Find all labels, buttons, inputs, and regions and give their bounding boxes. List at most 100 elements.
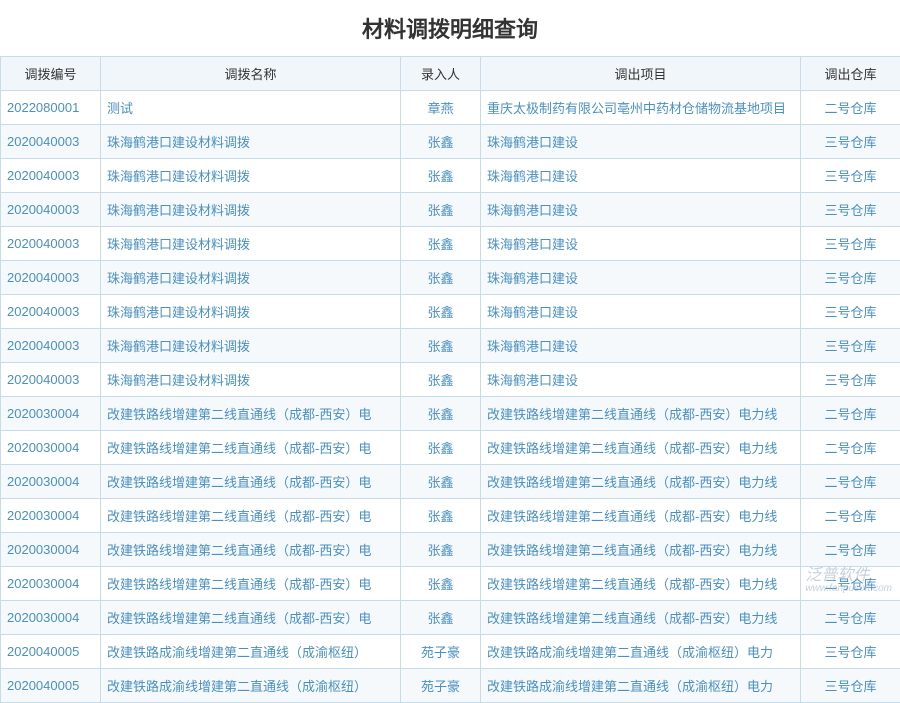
- cell-person[interactable]: 张鑫: [401, 363, 481, 397]
- table-row[interactable]: 2020040005改建铁路成渝线增建第二直通线（成渝枢纽）苑子豪改建铁路成渝线…: [1, 635, 900, 669]
- cell-id[interactable]: 2020040003: [1, 329, 101, 363]
- cell-id[interactable]: 2020040003: [1, 227, 101, 261]
- cell-project[interactable]: 改建铁路线增建第二线直通线（成都-西安）电力线: [481, 431, 801, 465]
- cell-project[interactable]: 珠海鹤港口建设: [481, 329, 801, 363]
- cell-name[interactable]: 珠海鹤港口建设材料调拨: [101, 363, 401, 397]
- cell-project[interactable]: 珠海鹤港口建设: [481, 295, 801, 329]
- column-header-name[interactable]: 调拨名称: [101, 57, 401, 91]
- cell-project[interactable]: 珠海鹤港口建设: [481, 363, 801, 397]
- cell-person[interactable]: 张鑫: [401, 159, 481, 193]
- table-row[interactable]: 2020030004改建铁路线增建第二线直通线（成都-西安）电张鑫改建铁路线增建…: [1, 533, 900, 567]
- cell-warehouse[interactable]: 二号仓库: [801, 601, 900, 635]
- cell-project[interactable]: 珠海鹤港口建设: [481, 159, 801, 193]
- table-row[interactable]: 2020030004改建铁路线增建第二线直通线（成都-西安）电张鑫改建铁路线增建…: [1, 499, 900, 533]
- cell-person[interactable]: 苑子豪: [401, 669, 481, 703]
- table-row[interactable]: 2022080001测试章燕重庆太极制药有限公司亳州中药材仓储物流基地项目二号仓…: [1, 91, 900, 125]
- cell-project[interactable]: 珠海鹤港口建设: [481, 193, 801, 227]
- cell-warehouse[interactable]: 三号仓库: [801, 363, 900, 397]
- cell-id[interactable]: 2020040003: [1, 363, 101, 397]
- cell-name[interactable]: 改建铁路成渝线增建第二直通线（成渝枢纽）: [101, 635, 401, 669]
- table-row[interactable]: 2020040003珠海鹤港口建设材料调拨张鑫珠海鹤港口建设三号仓库: [1, 159, 900, 193]
- cell-name[interactable]: 改建铁路线增建第二线直通线（成都-西安）电: [101, 499, 401, 533]
- cell-id[interactable]: 2020030004: [1, 431, 101, 465]
- cell-name[interactable]: 改建铁路成渝线增建第二直通线（成渝枢纽）: [101, 669, 401, 703]
- column-header-id[interactable]: 调拨编号: [1, 57, 101, 91]
- cell-project[interactable]: 珠海鹤港口建设: [481, 261, 801, 295]
- cell-warehouse[interactable]: 二号仓库: [801, 431, 900, 465]
- cell-id[interactable]: 2020030004: [1, 397, 101, 431]
- cell-person[interactable]: 张鑫: [401, 465, 481, 499]
- cell-project[interactable]: 改建铁路线增建第二线直通线（成都-西安）电力线: [481, 465, 801, 499]
- table-row[interactable]: 2020040003珠海鹤港口建设材料调拨张鑫珠海鹤港口建设三号仓库: [1, 125, 900, 159]
- table-row[interactable]: 2020030004改建铁路线增建第二线直通线（成都-西安）电张鑫改建铁路线增建…: [1, 431, 900, 465]
- cell-id[interactable]: 2020030004: [1, 499, 101, 533]
- column-header-person[interactable]: 录入人: [401, 57, 481, 91]
- cell-id[interactable]: 2020040003: [1, 295, 101, 329]
- cell-person[interactable]: 章燕: [401, 91, 481, 125]
- table-row[interactable]: 2020040003珠海鹤港口建设材料调拨张鑫珠海鹤港口建设三号仓库: [1, 227, 900, 261]
- cell-person[interactable]: 张鑫: [401, 601, 481, 635]
- cell-warehouse[interactable]: 二号仓库: [801, 91, 900, 125]
- cell-person[interactable]: 张鑫: [401, 295, 481, 329]
- cell-warehouse[interactable]: 三号仓库: [801, 261, 900, 295]
- cell-name[interactable]: 改建铁路线增建第二线直通线（成都-西安）电: [101, 465, 401, 499]
- cell-name[interactable]: 改建铁路线增建第二线直通线（成都-西安）电: [101, 431, 401, 465]
- cell-name[interactable]: 珠海鹤港口建设材料调拨: [101, 261, 401, 295]
- cell-person[interactable]: 张鑫: [401, 397, 481, 431]
- column-header-warehouse[interactable]: 调出仓库: [801, 57, 900, 91]
- cell-warehouse[interactable]: 二号仓库: [801, 465, 900, 499]
- cell-name[interactable]: 珠海鹤港口建设材料调拨: [101, 125, 401, 159]
- cell-person[interactable]: 张鑫: [401, 125, 481, 159]
- cell-name[interactable]: 珠海鹤港口建设材料调拨: [101, 227, 401, 261]
- cell-name[interactable]: 改建铁路线增建第二线直通线（成都-西安）电: [101, 601, 401, 635]
- cell-person[interactable]: 张鑫: [401, 533, 481, 567]
- cell-id[interactable]: 2020040005: [1, 669, 101, 703]
- cell-warehouse[interactable]: 二号仓库: [801, 567, 900, 601]
- cell-project[interactable]: 改建铁路线增建第二线直通线（成都-西安）电力线: [481, 397, 801, 431]
- table-row[interactable]: 2020030004改建铁路线增建第二线直通线（成都-西安）电张鑫改建铁路线增建…: [1, 567, 900, 601]
- cell-id[interactable]: 2020040003: [1, 193, 101, 227]
- cell-project[interactable]: 改建铁路成渝线增建第二直通线（成渝枢纽）电力: [481, 669, 801, 703]
- cell-warehouse[interactable]: 三号仓库: [801, 329, 900, 363]
- cell-name[interactable]: 珠海鹤港口建设材料调拨: [101, 295, 401, 329]
- cell-warehouse[interactable]: 二号仓库: [801, 533, 900, 567]
- cell-warehouse[interactable]: 三号仓库: [801, 669, 900, 703]
- cell-id[interactable]: 2020030004: [1, 601, 101, 635]
- cell-name[interactable]: 改建铁路线增建第二线直通线（成都-西安）电: [101, 397, 401, 431]
- cell-id[interactable]: 2020030004: [1, 567, 101, 601]
- cell-warehouse[interactable]: 三号仓库: [801, 159, 900, 193]
- cell-id[interactable]: 2020040003: [1, 261, 101, 295]
- cell-person[interactable]: 张鑫: [401, 227, 481, 261]
- column-header-project[interactable]: 调出项目: [481, 57, 801, 91]
- cell-id[interactable]: 2020040003: [1, 159, 101, 193]
- cell-id[interactable]: 2020030004: [1, 465, 101, 499]
- cell-name[interactable]: 珠海鹤港口建设材料调拨: [101, 329, 401, 363]
- cell-project[interactable]: 改建铁路线增建第二线直通线（成都-西安）电力线: [481, 601, 801, 635]
- table-row[interactable]: 2020040003珠海鹤港口建设材料调拨张鑫珠海鹤港口建设三号仓库: [1, 363, 900, 397]
- table-row[interactable]: 2020030004改建铁路线增建第二线直通线（成都-西安）电张鑫改建铁路线增建…: [1, 465, 900, 499]
- cell-name[interactable]: 改建铁路线增建第二线直通线（成都-西安）电: [101, 567, 401, 601]
- table-row[interactable]: 2020040003珠海鹤港口建设材料调拨张鑫珠海鹤港口建设三号仓库: [1, 329, 900, 363]
- table-row[interactable]: 2020040003珠海鹤港口建设材料调拨张鑫珠海鹤港口建设三号仓库: [1, 193, 900, 227]
- cell-id[interactable]: 2020040005: [1, 635, 101, 669]
- table-row[interactable]: 2020040003珠海鹤港口建设材料调拨张鑫珠海鹤港口建设三号仓库: [1, 295, 900, 329]
- cell-project[interactable]: 改建铁路线增建第二线直通线（成都-西安）电力线: [481, 567, 801, 601]
- cell-id[interactable]: 2020040003: [1, 125, 101, 159]
- cell-person[interactable]: 张鑫: [401, 329, 481, 363]
- cell-project[interactable]: 珠海鹤港口建设: [481, 227, 801, 261]
- cell-person[interactable]: 张鑫: [401, 499, 481, 533]
- cell-name[interactable]: 改建铁路线增建第二线直通线（成都-西安）电: [101, 533, 401, 567]
- cell-warehouse[interactable]: 三号仓库: [801, 125, 900, 159]
- cell-warehouse[interactable]: 三号仓库: [801, 227, 900, 261]
- cell-warehouse[interactable]: 三号仓库: [801, 193, 900, 227]
- cell-person[interactable]: 张鑫: [401, 261, 481, 295]
- cell-person[interactable]: 张鑫: [401, 567, 481, 601]
- cell-project[interactable]: 重庆太极制药有限公司亳州中药材仓储物流基地项目: [481, 91, 801, 125]
- cell-project[interactable]: 改建铁路线增建第二线直通线（成都-西安）电力线: [481, 499, 801, 533]
- cell-project[interactable]: 珠海鹤港口建设: [481, 125, 801, 159]
- cell-warehouse[interactable]: 二号仓库: [801, 499, 900, 533]
- cell-warehouse[interactable]: 三号仓库: [801, 635, 900, 669]
- cell-warehouse[interactable]: 二号仓库: [801, 397, 900, 431]
- table-row[interactable]: 2020030004改建铁路线增建第二线直通线（成都-西安）电张鑫改建铁路线增建…: [1, 397, 900, 431]
- cell-id[interactable]: 2020030004: [1, 533, 101, 567]
